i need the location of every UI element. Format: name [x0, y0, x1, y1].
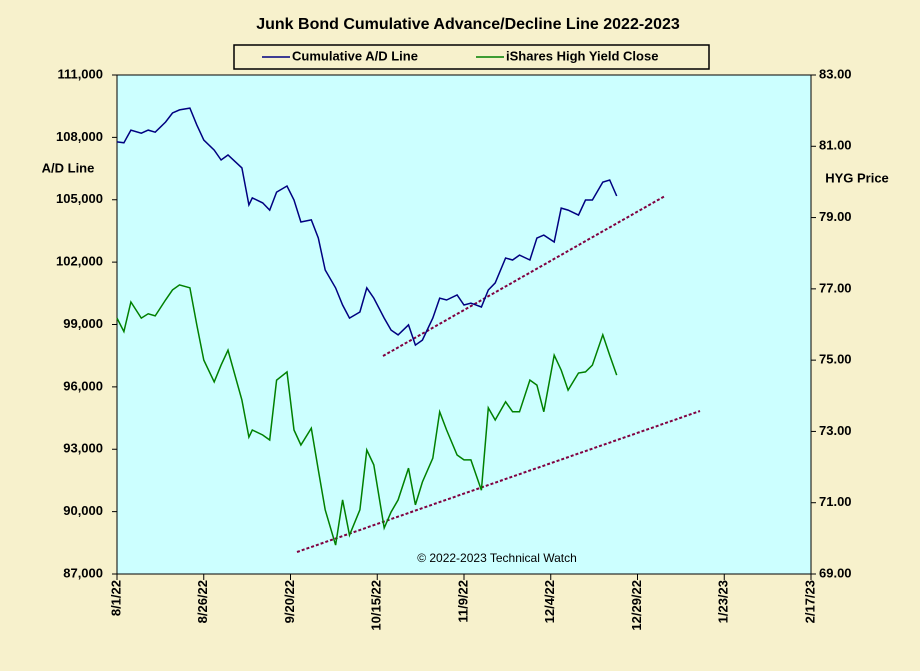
- annotation: © 2022-2023 Technical Watch: [417, 551, 577, 565]
- x-tick-label: 1/23/23: [716, 580, 731, 623]
- chart-title: Junk Bond Cumulative Advance/Decline Lin…: [256, 16, 680, 33]
- x-tick-label: 8/26/22: [195, 580, 210, 623]
- plot-area: [116, 74, 812, 575]
- y-tick-label: 87,000: [63, 565, 103, 580]
- trendline: [296, 410, 701, 553]
- x-tick-label: 11/9/22: [455, 580, 470, 623]
- y-tick-label: 99,000: [63, 316, 103, 331]
- y2-tick-label: 79.00: [819, 209, 852, 224]
- y-tick-label: 105,000: [56, 191, 103, 206]
- y2-tick-label: 83.00: [819, 66, 852, 81]
- x-tick-label: 9/20/22: [282, 580, 297, 623]
- y2-axis-label: HYG Price: [825, 170, 889, 185]
- y-tick-label: 90,000: [63, 503, 103, 518]
- x-tick-label: 8/1/22: [108, 580, 123, 616]
- legend-label: Cumulative A/D Line: [292, 48, 418, 63]
- y-tick-label: 93,000: [63, 441, 103, 456]
- y2-tick-label: 75.00: [819, 352, 852, 367]
- legend: [233, 44, 710, 70]
- y2-tick-label: 71.00: [819, 494, 852, 509]
- x-tick-label: 12/4/22: [542, 580, 557, 623]
- trendline: [382, 195, 666, 357]
- x-tick-label: 10/15/22: [369, 580, 384, 631]
- y-tick-label: 102,000: [56, 254, 103, 269]
- y2-tick-label: 69.00: [819, 565, 852, 580]
- y-tick-label: 108,000: [56, 129, 103, 144]
- legend-label: iShares High Yield Close: [506, 48, 658, 63]
- y2-tick-label: 77.00: [819, 280, 852, 295]
- x-tick-label: 2/17/23: [802, 580, 817, 623]
- y-tick-label: 96,000: [63, 378, 103, 393]
- x-tick-label: 12/29/22: [629, 580, 644, 631]
- y-axis-label: A/D Line: [42, 160, 95, 175]
- y2-tick-label: 73.00: [819, 423, 852, 438]
- y2-tick-label: 81.00: [819, 138, 852, 153]
- data-line: [116, 284, 618, 546]
- data-line: [116, 107, 618, 347]
- y-tick-label: 111,000: [57, 66, 103, 81]
